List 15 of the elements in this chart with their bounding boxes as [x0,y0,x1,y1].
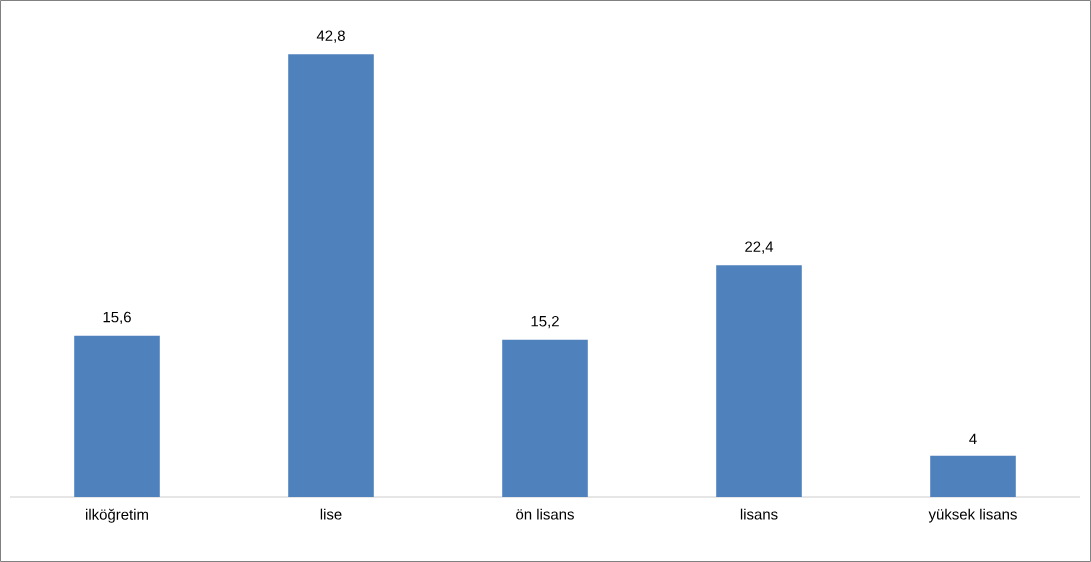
bar [930,455,1016,497]
data-label: 22,4 [745,241,774,254]
bar [74,335,160,497]
data-label: 4 [969,433,977,445]
bar [716,265,802,497]
x-tick-label: lise [320,508,342,520]
x-tick-label: ilköğretim [86,508,148,523]
data-label: 15,2 [531,315,559,329]
x-tick-label: yüksek lisans [928,508,1017,523]
x-tick-label: ön lisans [516,508,574,520]
bar [288,54,374,497]
data-label: 15,6 [103,311,131,325]
data-label: 42,8 [316,30,345,43]
x-tick-label: lisans [740,508,778,520]
bar [502,339,588,497]
